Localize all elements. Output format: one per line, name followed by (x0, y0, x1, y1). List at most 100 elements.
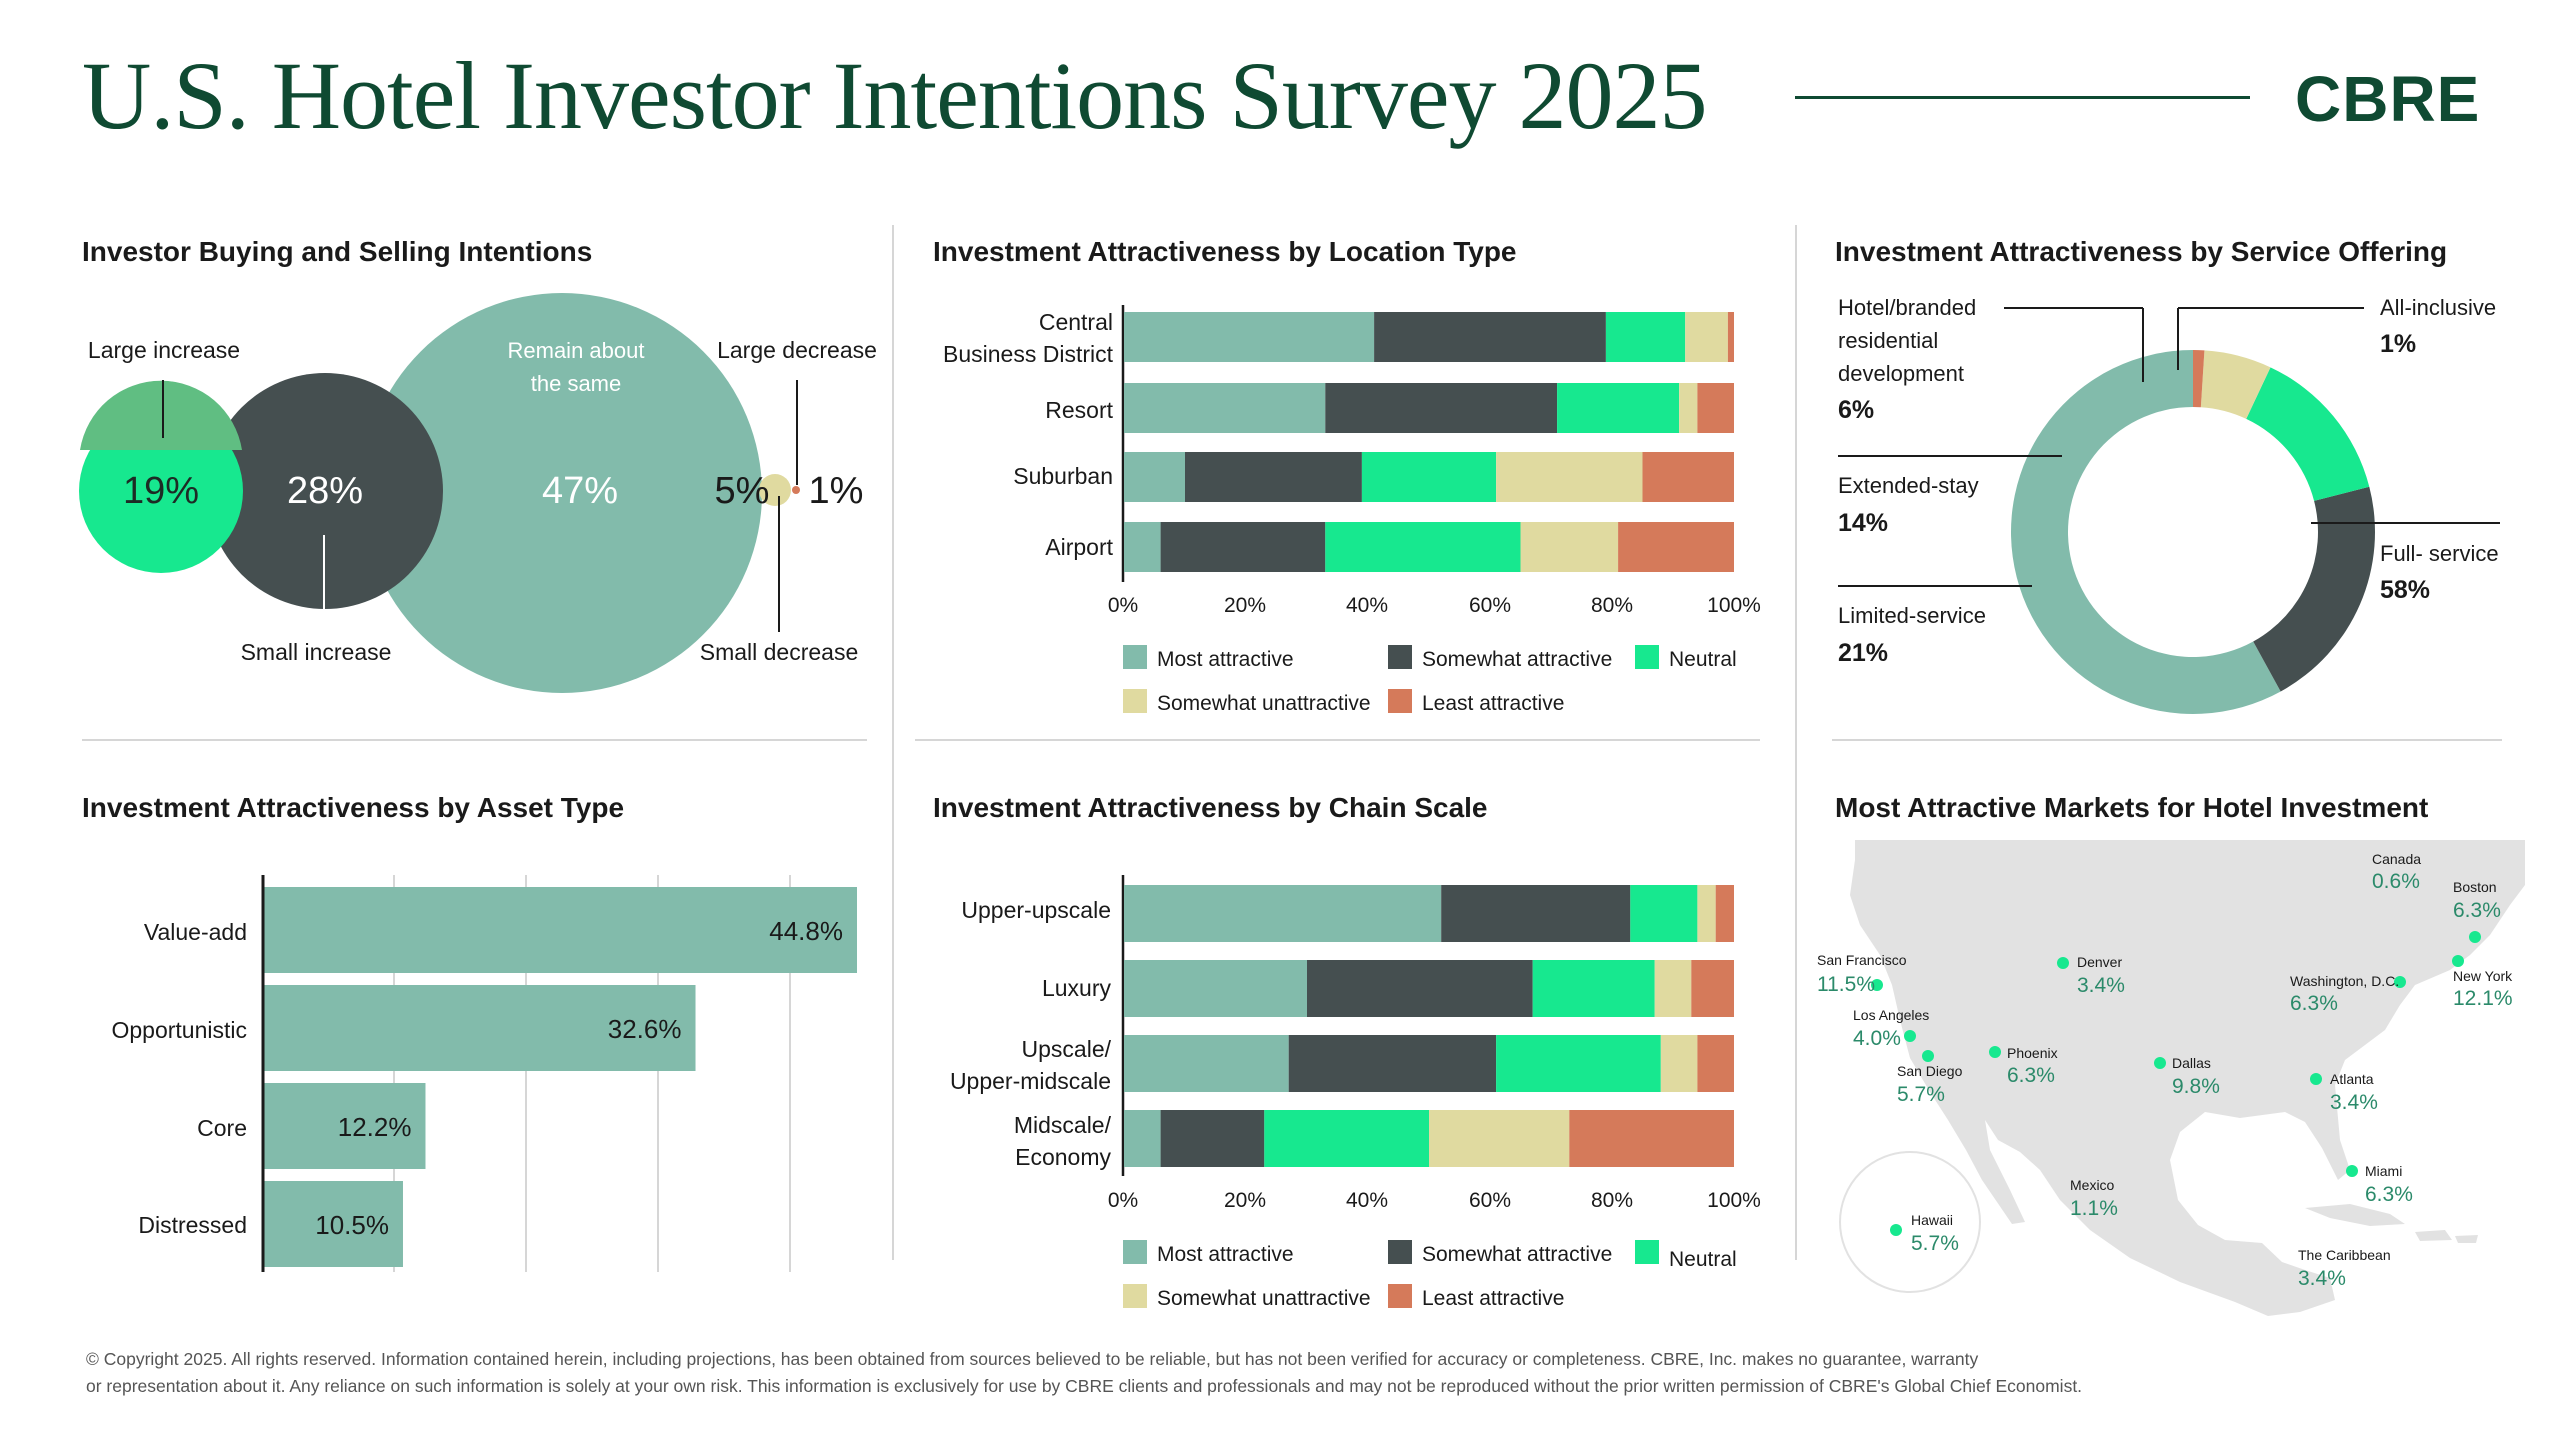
market-dot (1989, 1046, 2001, 1058)
location-type-title: Investment Attractiveness by Location Ty… (933, 236, 1517, 267)
legend-swatch-somewhat-attractive (1388, 1240, 1412, 1264)
x-tick-label: 0% (1108, 594, 1138, 617)
market-value: 11.5% (1817, 973, 1875, 996)
legend-label: Somewhat attractive (1422, 648, 1612, 671)
page-title: U.S. Hotel Investor Intentions Survey 20… (82, 42, 1707, 149)
slice-value: 58% (2380, 576, 2430, 604)
legend-label: Neutral (1669, 648, 1737, 671)
x-tick-label: 0% (1108, 1189, 1138, 1212)
market-value: 12.1% (2453, 987, 2513, 1010)
copyright-footer: © Copyright 2025. All rights reserved. I… (86, 1346, 2466, 1400)
x-tick-label: 100% (1707, 594, 1761, 617)
asset-bar (264, 985, 696, 1071)
category-label: Core (197, 1115, 247, 1141)
bar-segment-least-attractive (1618, 522, 1734, 572)
donut-slice-limited-service (2253, 486, 2375, 692)
bar-segment-neutral (1605, 312, 1686, 362)
x-tick-label: 80% (1591, 594, 1633, 617)
bar-segment-somewhat-attractive (1160, 1110, 1265, 1167)
market-name: Phoenix (2007, 1045, 2058, 1061)
legend-swatch-neutral (1635, 1240, 1659, 1264)
large-increase-value: 19% (123, 470, 199, 512)
market-name: Mexico (2070, 1177, 2115, 1193)
donut-slice-hotel-branded-residential (2200, 350, 2271, 419)
bar-segment-somewhat-unattractive (1660, 1035, 1698, 1092)
location-x-ticks: 0% 20% 40% 60% 80% 100% (1108, 594, 1761, 617)
divider (892, 225, 894, 1260)
market-dot (2346, 1165, 2358, 1177)
asset-type-title: Investment Attractiveness by Asset Type (82, 792, 625, 823)
x-tick-label: 20% (1224, 1189, 1266, 1212)
donut-slice-extended-stay (2246, 367, 2370, 501)
bar-segment-least-attractive (1697, 1035, 1734, 1092)
category-label: Opportunistic (111, 1017, 247, 1043)
x-tick-label: 40% (1346, 594, 1388, 617)
slice-label: residential (1838, 328, 1938, 353)
legend-swatch-most-attractive (1123, 1240, 1147, 1264)
location-stacked-bar-chart: Central Business District Resort Suburba… (943, 305, 1761, 715)
market-dot (2057, 957, 2069, 969)
legend-label: Somewhat unattractive (1157, 692, 1371, 715)
legend-swatch-least-attractive (1388, 689, 1412, 713)
slice-label: Extended-stay (1838, 473, 1979, 498)
bar-segment-somewhat-unattractive (1496, 452, 1643, 502)
market-value: 6.3% (2453, 899, 2501, 922)
market-name: The Caribbean (2298, 1247, 2391, 1263)
x-tick-label: 20% (1224, 594, 1266, 617)
divider (82, 739, 867, 741)
bar-segment-somewhat-unattractive (1520, 522, 1619, 572)
market-name: San Francisco (1817, 952, 1907, 968)
bar-segment-somewhat-unattractive (1654, 960, 1692, 1017)
asset-bar-value-label: 44.8% (769, 916, 843, 946)
chain-stacked-bar-chart: Upper-upscale Luxury Upscale/ Upper-mids… (950, 875, 1761, 1310)
chain-bars (1124, 885, 1734, 1167)
bar-segment-most-attractive (1124, 960, 1307, 1017)
market-name: Dallas (2172, 1055, 2211, 1071)
bar-segment-neutral (1496, 1035, 1661, 1092)
x-tick-label: 60% (1469, 1189, 1511, 1212)
small-decrease-value: 5% (715, 470, 770, 512)
market-dot (2154, 1057, 2166, 1069)
market-value: 3.4% (2077, 974, 2125, 997)
bar-segment-somewhat-attractive (1288, 1035, 1497, 1092)
donut-slice-full-service (2011, 350, 2281, 714)
legend-label: Somewhat unattractive (1157, 1287, 1371, 1310)
bubble-chart: 19% 28% 47% 5% 1% Large increase Small i… (79, 293, 877, 693)
slice-value: 21% (1838, 639, 1888, 667)
caribbean-islands (2305, 1204, 2478, 1243)
small-increase-label: Small increase (241, 639, 392, 665)
bar-segment-neutral (1264, 1110, 1429, 1167)
category-label: Central (1039, 309, 1113, 335)
title-divider (1795, 96, 2250, 99)
market-name: Washington, D.C. (2290, 973, 2399, 989)
category-label: Upper-midscale (950, 1068, 1111, 1094)
bar-segment-most-attractive (1124, 452, 1185, 502)
market-dot (1904, 1030, 1916, 1042)
asset-bars: 44.8% 32.6% 12.2% 10.5% (264, 887, 857, 1267)
market-value: 6.3% (2365, 1183, 2413, 1206)
bar-segment-neutral (1532, 960, 1655, 1017)
bar-segment-least-attractive (1697, 383, 1734, 433)
bar-segment-least-attractive (1715, 885, 1734, 942)
legend-swatch-somewhat-attractive (1388, 645, 1412, 669)
market-value: 9.8% (2172, 1075, 2220, 1098)
market-name: Hawaii (1911, 1212, 1953, 1228)
bar-segment-somewhat-attractive (1185, 452, 1362, 502)
slice-value: 1% (2380, 330, 2416, 358)
chain-legend: Most attractive Somewhat attractive Neut… (1123, 1240, 1737, 1310)
market-name: Los Angeles (1853, 1007, 1929, 1023)
bubble-large-decrease (792, 486, 800, 494)
market-name: New York (2453, 968, 2513, 984)
bar-segment-least-attractive (1691, 960, 1734, 1017)
buying-selling-title: Investor Buying and Selling Intentions (82, 236, 593, 267)
bar-segment-somewhat-unattractive (1679, 383, 1698, 433)
footer-line-1: © Copyright 2025. All rights reserved. I… (86, 1349, 1979, 1369)
slice-label: development (1838, 361, 1964, 386)
donut-slices (2011, 350, 2375, 714)
large-decrease-value: 1% (809, 470, 864, 512)
bar-segment-somewhat-unattractive (1685, 312, 1728, 362)
bar-segment-somewhat-unattractive (1697, 885, 1716, 942)
slice-label: All-inclusive (2380, 295, 2496, 320)
service-offering-title: Investment Attractiveness by Service Off… (1835, 236, 2448, 267)
market-dot (1871, 979, 1883, 991)
